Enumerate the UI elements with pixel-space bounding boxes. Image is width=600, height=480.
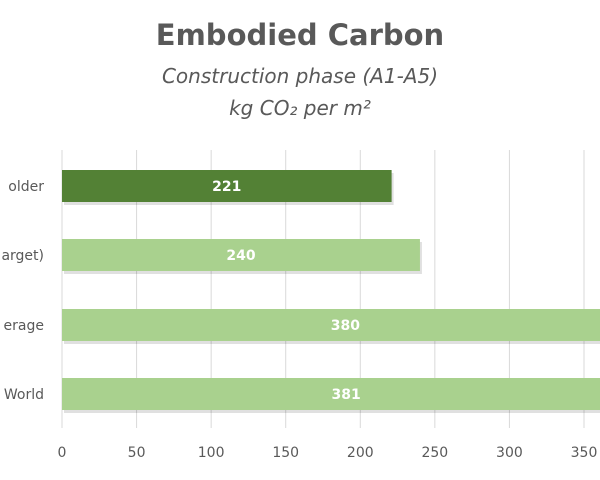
x-tick-label: 350 <box>571 445 598 461</box>
bar-1 <box>62 239 420 271</box>
x-tick-label: 200 <box>347 445 374 461</box>
category-label: World <box>4 387 44 403</box>
x-tick-label: 250 <box>421 445 448 461</box>
bar-3 <box>62 378 600 410</box>
data-label: 380 <box>331 318 360 334</box>
chart-subtitle-units: kg CO₂ per m² <box>229 96 371 120</box>
chart-title: Embodied Carbon <box>155 18 445 52</box>
x-tick-label: 150 <box>272 445 299 461</box>
chart-subtitle-phase: Construction phase (A1-A5) <box>161 64 439 88</box>
bar-0 <box>62 170 392 202</box>
category-label: older <box>8 179 44 195</box>
data-label: 381 <box>331 387 360 403</box>
labels: 0 50 100 150 200 250 300 350 221 older 240 arget) 38… <box>1 179 597 461</box>
bars <box>62 170 600 413</box>
category-label: arget) <box>1 248 44 264</box>
category-label: erage <box>4 318 44 334</box>
data-label: 221 <box>212 179 241 195</box>
x-tick-label: 0 <box>58 445 67 461</box>
x-tick-label: 300 <box>496 445 523 461</box>
data-label: 240 <box>226 248 255 264</box>
x-tick-label: 50 <box>128 445 146 461</box>
x-tick-label: 100 <box>198 445 225 461</box>
bar-2 <box>62 309 600 341</box>
